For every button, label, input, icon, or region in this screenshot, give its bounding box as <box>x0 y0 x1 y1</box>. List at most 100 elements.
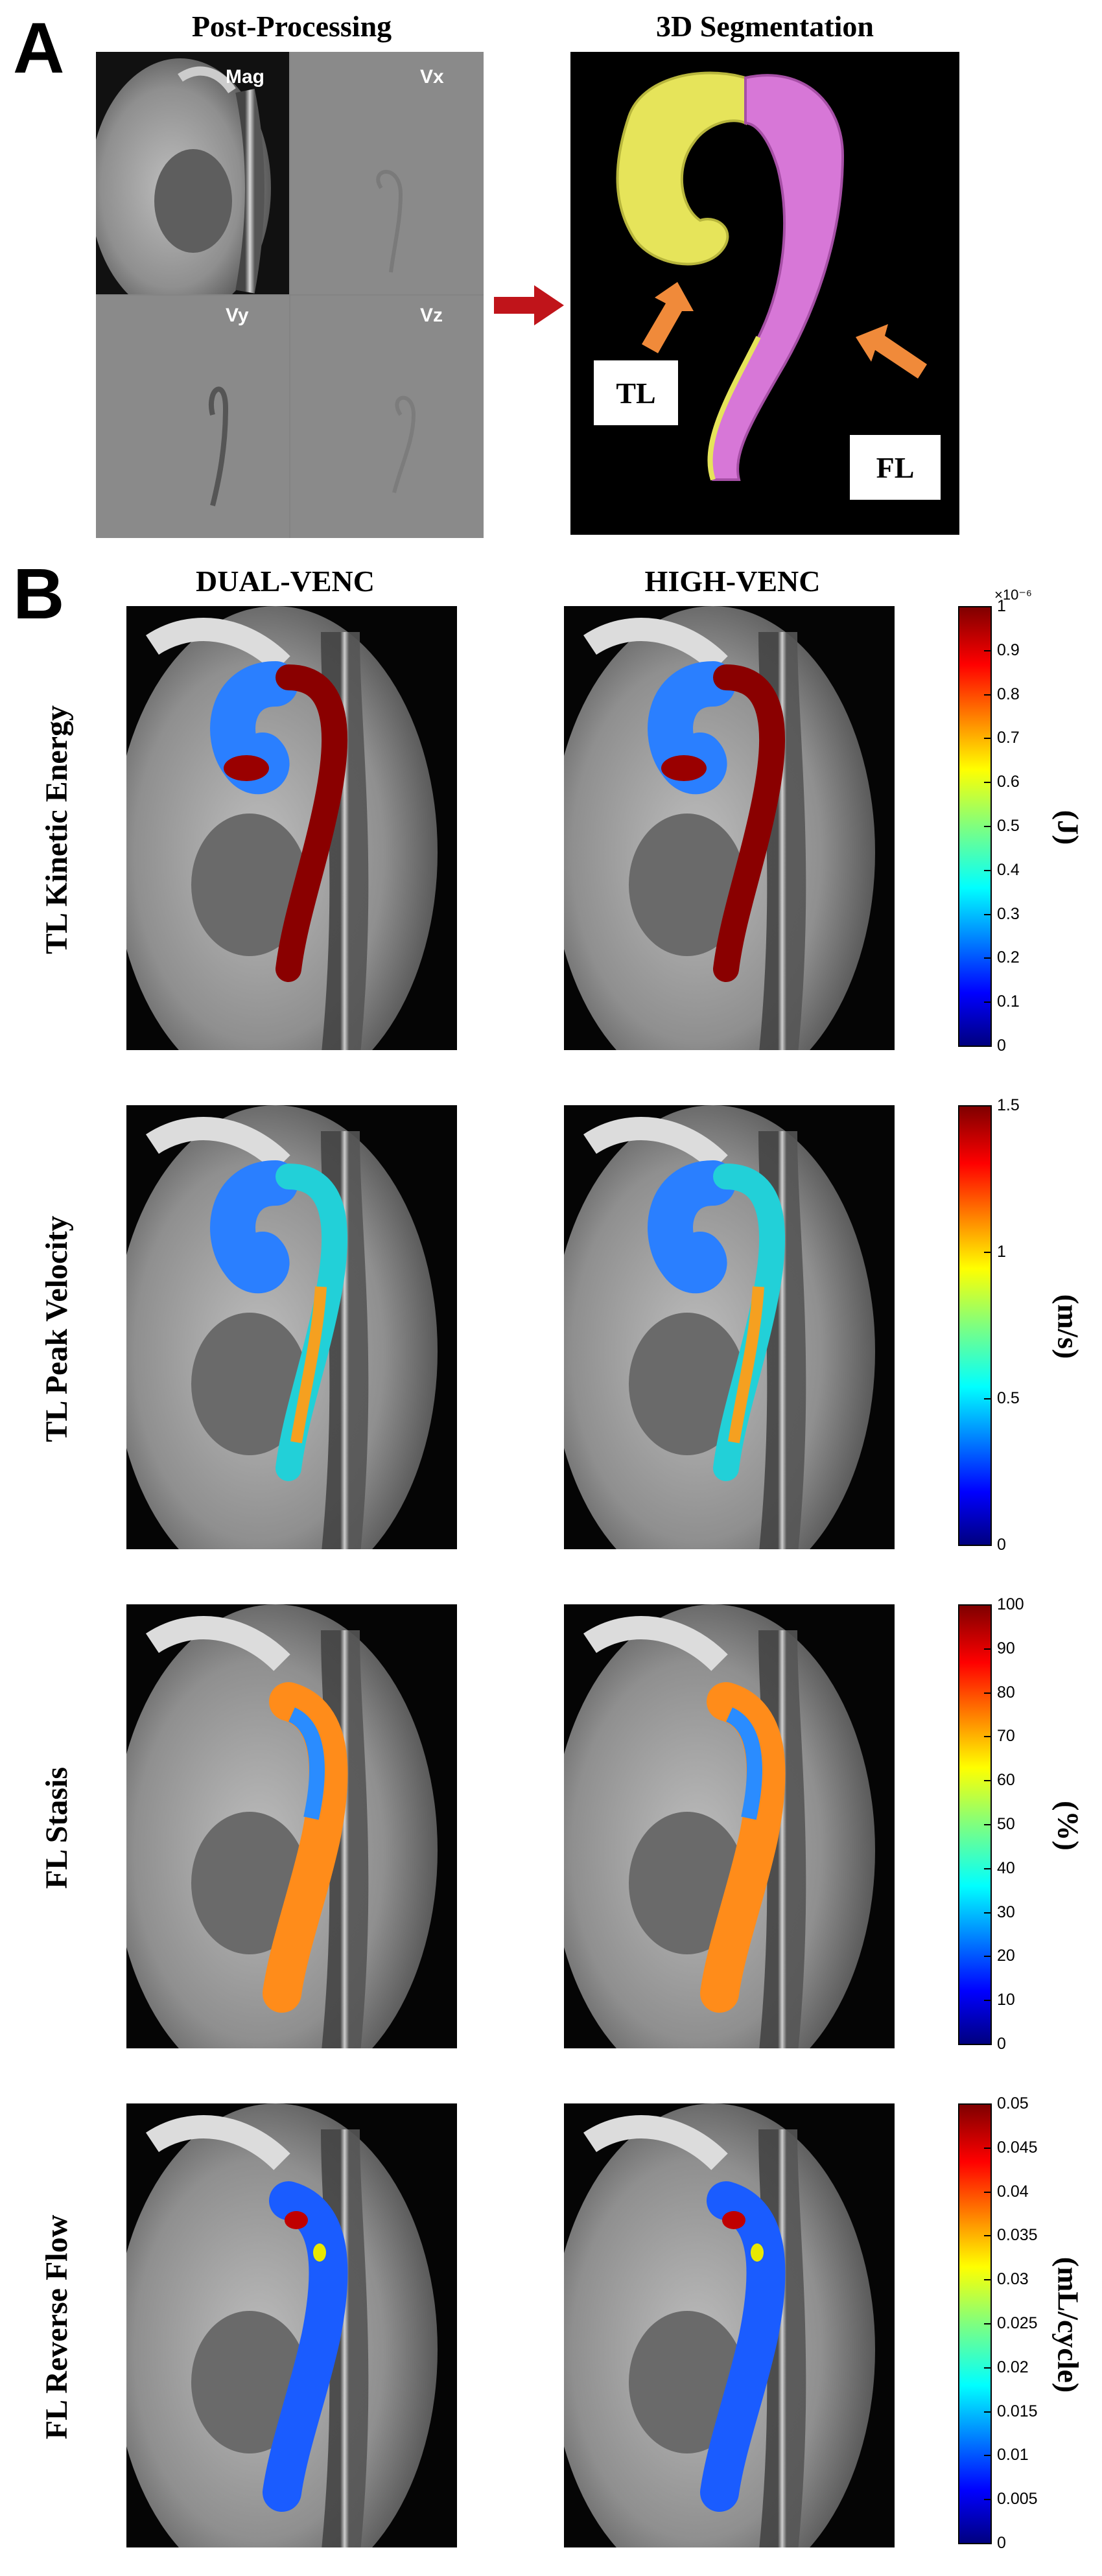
colorbar-tick-mark <box>984 2103 991 2105</box>
panel-b-letter: B <box>13 554 65 634</box>
colorbar-tick-label: 0 <box>997 1036 1006 1055</box>
colorbar-tick-label: 0.7 <box>997 729 1020 747</box>
colorbar-tick-label: 0.5 <box>997 1389 1020 1407</box>
colorbar-tick-mark <box>984 957 991 959</box>
colorbar-tick-mark <box>984 2499 991 2501</box>
post-processing-title: Post-Processing <box>191 10 392 43</box>
colorbar-unit-2: (m/s) <box>1051 1294 1085 1359</box>
vy-label: Vy <box>226 305 249 326</box>
colorbar-tick-label: 0.5 <box>997 817 1020 835</box>
colorbar-tick-label: 0.015 <box>997 2402 1038 2420</box>
colorbar-tick-mark <box>984 2235 991 2237</box>
colorbar-tick-mark <box>984 2191 991 2193</box>
colorbar-tick-mark <box>984 2000 991 2002</box>
colorbar-tick-label: 0.3 <box>997 904 1020 923</box>
colorbar-unit-3: (%) <box>1051 1801 1085 1851</box>
colorbar-tick-label: 0.2 <box>997 948 1020 967</box>
colorbar-tick-mark <box>984 650 991 651</box>
fl-arrow-icon <box>856 324 927 379</box>
vz-label: Vz <box>420 305 443 326</box>
colorbar-tick-mark <box>984 1736 991 1738</box>
magnitude-image <box>96 52 289 318</box>
high-venc-map-4 <box>564 2103 895 2547</box>
colorbar-tick-label: 0.9 <box>997 640 1020 659</box>
colorbar-tick-label: 70 <box>997 1727 1015 1746</box>
row-label-2: TL Peak Velocity <box>40 1215 74 1442</box>
tl-arrow-icon <box>642 282 694 353</box>
colorbar-tick-label: 0.05 <box>997 2094 1029 2113</box>
colorbar-tick-label: 10 <box>997 1991 1015 2009</box>
colorbar-tick-mark <box>984 606 991 607</box>
colorbar-tick-label: 0 <box>997 1536 1006 1554</box>
colorbar-tick-label: 0.01 <box>997 2446 1029 2465</box>
colorbar-tick-mark <box>984 2367 991 2369</box>
colorbar-tick-mark <box>984 1398 991 1399</box>
colorbar-tick-label: 0.045 <box>997 2138 1038 2157</box>
colorbar-tick-mark <box>984 1780 991 1782</box>
segmentation-title: 3D Segmentation <box>655 10 874 43</box>
dual-venc-title: DUAL-VENC <box>196 565 375 598</box>
colorbar-tick-mark <box>984 1912 991 1914</box>
colorbar-tick-mark <box>984 1824 991 1825</box>
colorbar-tick-label: 0.8 <box>997 685 1020 703</box>
colorbar-tick-label: 30 <box>997 1903 1015 1921</box>
colorbar-exponent: ×10⁻⁶ <box>994 587 1032 603</box>
row-label-4: FL Reverse Flow <box>40 2214 74 2440</box>
colorbar-tick-mark <box>984 1956 991 1958</box>
colorbar-tick-mark <box>984 1545 991 1546</box>
colorbar-tick-label: 0 <box>997 2534 1006 2552</box>
colorbar-tick-label: 1.5 <box>997 1096 1020 1114</box>
colorbar-tick-label: 0.035 <box>997 2226 1038 2245</box>
colorbar-tick-mark <box>984 738 991 740</box>
dual-venc-map-1 <box>126 606 457 1050</box>
dual-venc-map-4 <box>126 2103 457 2547</box>
colorbar-tick-mark <box>984 826 991 827</box>
colorbar-tick-mark <box>984 782 991 784</box>
colorbar-tick-label: 40 <box>997 1858 1015 1877</box>
colorbar-tick-label: 90 <box>997 1639 1015 1657</box>
colorbar-tick-label: 0.04 <box>997 2182 1029 2201</box>
colorbar-tick-mark <box>984 2044 991 2045</box>
colorbar-tick-mark <box>984 1252 991 1253</box>
colorbar-tick-label: 0.025 <box>997 2314 1038 2332</box>
colorbar-tick-label: 0.4 <box>997 860 1020 879</box>
post-processing-image: Mag Vx Vy Vz <box>96 52 484 538</box>
high-venc-map-2 <box>564 1105 895 1549</box>
colorbar-2 <box>958 1105 992 1546</box>
colorbar-tick-label: 100 <box>997 1595 1024 1613</box>
colorbar-tick-label: 0.02 <box>997 2358 1029 2376</box>
colorbar-tick-mark <box>984 1001 991 1003</box>
colorbar-tick-mark <box>984 2147 991 2149</box>
colorbar-tick-mark <box>984 2323 991 2324</box>
colorbar-tick-label: 1 <box>997 1243 1006 1261</box>
colorbar-tick-mark <box>984 2279 991 2281</box>
colorbar-tick-mark <box>984 1648 991 1650</box>
colorbar-tick-label: 0 <box>997 2035 1006 2053</box>
colorbar-tick-mark <box>984 913 991 915</box>
row-label-1: TL Kinetic Energy <box>40 705 74 954</box>
panel-a-letter: A <box>13 8 65 88</box>
colorbar-tick-label: 80 <box>997 1683 1015 1702</box>
high-venc-title: HIGH-VENC <box>644 565 821 598</box>
colorbar-tick-mark <box>984 1105 991 1107</box>
colorbar-tick-mark <box>984 2455 991 2457</box>
colorbar-tick-label: 0.1 <box>997 992 1020 1011</box>
segmentation-image: TL FL <box>570 52 959 535</box>
dual-venc-map-2 <box>126 1105 457 1549</box>
high-venc-map-1 <box>564 606 895 1050</box>
row-label-3: FL Stasis <box>40 1766 74 1890</box>
colorbar-tick-mark <box>984 1604 991 1606</box>
colorbar-tick-mark <box>984 694 991 696</box>
colorbar-tick-mark <box>984 2543 991 2544</box>
dual-venc-map-3 <box>126 1604 457 2048</box>
fl-label: FL <box>849 434 941 500</box>
colorbar-unit-1: (J) <box>1051 810 1085 845</box>
colorbar-tick-mark <box>984 1692 991 1694</box>
colorbar-tick-mark <box>984 1046 991 1047</box>
colorbar-tick-label: 60 <box>997 1771 1015 1790</box>
colorbar-tick-label: 0.03 <box>997 2270 1029 2289</box>
high-venc-map-3 <box>564 1604 895 2048</box>
colorbar-unit-4: (mL/cycle) <box>1051 2256 1085 2393</box>
tl-label: TL <box>593 360 679 426</box>
colorbar-tick-label: 1 <box>997 597 1006 615</box>
